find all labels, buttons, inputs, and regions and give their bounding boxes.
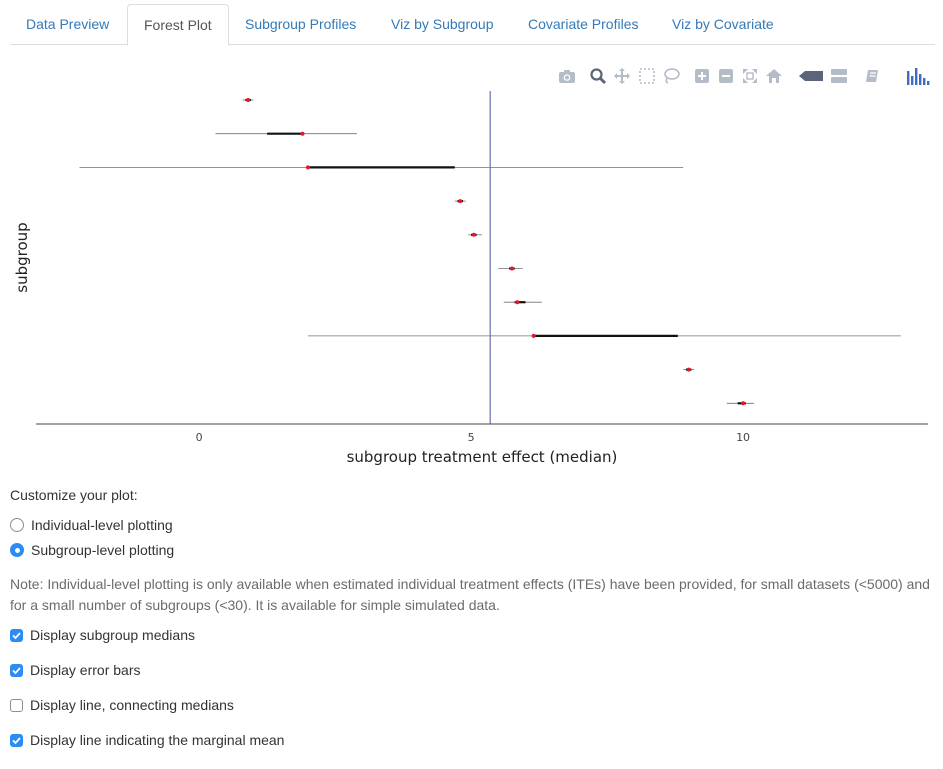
checkbox-marginal-mean-line[interactable]: Display line indicating the marginal mea… [10, 730, 284, 750]
subgroup-median-point[interactable] [686, 367, 691, 372]
checkbox[interactable] [10, 733, 23, 747]
checkbox-label: Display error bars [30, 662, 141, 678]
compare-hover-icon[interactable] [830, 67, 848, 85]
checkbox[interactable] [10, 663, 23, 677]
x-tick-label: 10 [736, 431, 750, 444]
plotting-note: Note: Individual-level plotting is only … [10, 576, 930, 613]
subgroup-median-point[interactable] [246, 98, 251, 102]
tab-bar: Data Preview Forest Plot Subgroup Profil… [10, 0, 935, 46]
checkbox[interactable] [10, 628, 23, 642]
tab-viz-by-subgroup[interactable]: Viz by Subgroup [391, 16, 494, 32]
radio-label: Subgroup-level plotting [31, 542, 175, 558]
checkbox-display-medians[interactable]: Display subgroup medians [10, 625, 195, 645]
autoscale-icon[interactable] [741, 67, 759, 85]
tab-data-preview[interactable]: Data Preview [26, 16, 110, 32]
spike-lines-icon[interactable] [798, 67, 824, 85]
camera-icon[interactable] [558, 67, 576, 85]
subgroup-median-point[interactable] [458, 199, 463, 204]
subgroup-median-point[interactable] [305, 165, 310, 170]
radio-individual-level[interactable]: Individual-level plotting [10, 515, 173, 535]
checkbox-display-error-bars[interactable]: Display error bars [10, 660, 140, 680]
y-axis-title: subgroup [13, 222, 31, 292]
zoom-out-icon[interactable] [717, 67, 735, 85]
customize-heading: Customize your plot: [10, 487, 138, 503]
plotly-logo-icon[interactable] [905, 67, 931, 85]
lasso-icon[interactable] [662, 67, 680, 85]
forest-plot: 0 5 10 subgroup treatment effect (median) … [0, 85, 943, 470]
tab-subgroup-profiles[interactable]: Subgroup Profiles [245, 16, 357, 32]
zoom-in-icon[interactable] [693, 67, 711, 85]
checkbox[interactable] [10, 698, 23, 712]
zoom-icon[interactable] [589, 67, 607, 85]
subgroup-median-point[interactable] [515, 300, 520, 305]
radio-button[interactable] [10, 543, 24, 557]
radio-button[interactable] [10, 518, 24, 532]
plot-area[interactable] [36, 91, 928, 424]
radio-subgroup-level[interactable]: Subgroup-level plotting [10, 540, 174, 560]
show-closest-icon[interactable] [863, 67, 881, 85]
subgroup-median-point[interactable] [741, 401, 746, 406]
x-axis-title: subgroup treatment effect (median) [347, 448, 618, 466]
tab-covariate-profiles[interactable]: Covariate Profiles [528, 16, 639, 32]
radio-label: Individual-level plotting [31, 517, 173, 533]
checkbox-label: Display subgroup medians [30, 627, 195, 643]
checkbox-connect-medians[interactable]: Display line, connecting medians [10, 695, 234, 715]
pan-icon[interactable] [613, 67, 631, 85]
checkbox-label: Display line, connecting medians [30, 697, 234, 713]
x-tick-label: 5 [468, 431, 475, 444]
checkbox-label: Display line indicating the marginal mea… [30, 732, 285, 748]
forest-plot-svg: 0 5 10 subgroup treatment effect (median) … [13, 91, 928, 466]
tab-forest-plot[interactable]: Forest Plot [127, 4, 229, 46]
subgroup-median-point[interactable] [300, 131, 305, 136]
x-tick-label: 0 [196, 431, 203, 444]
subgroup-median-point[interactable] [509, 266, 514, 271]
subgroup-median-point[interactable] [531, 333, 536, 338]
reset-axes-icon[interactable] [765, 67, 783, 85]
subgroup-median-point[interactable] [471, 232, 476, 237]
tab-viz-by-covariate[interactable]: Viz by Covariate [672, 16, 774, 32]
box-select-icon[interactable] [638, 67, 656, 85]
